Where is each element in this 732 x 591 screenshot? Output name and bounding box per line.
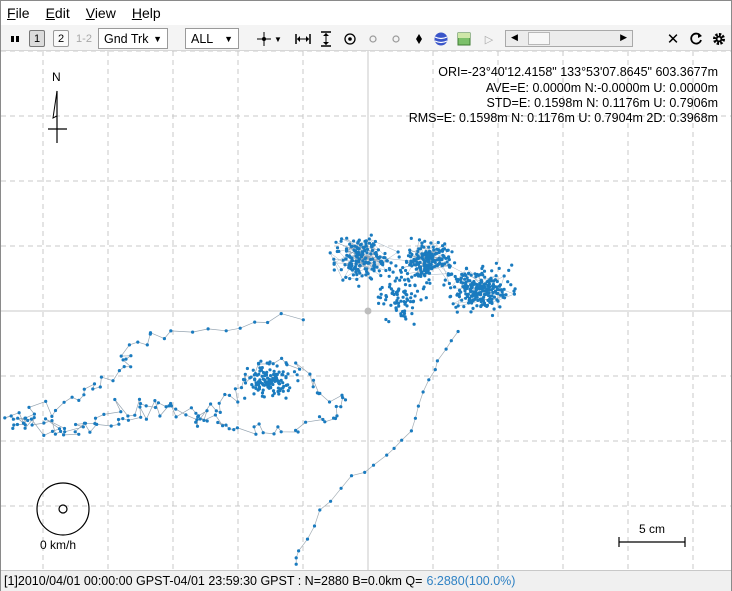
pause-icon[interactable]	[7, 31, 23, 47]
close-icon[interactable]: ✕	[666, 31, 680, 48]
fit-vertical-icon[interactable]	[318, 31, 334, 47]
origin-stats: ORI=-23°40'12.4158" 133°53'07.8645" 603.…	[438, 65, 718, 79]
quality-summary: 6:2880(100.0%)	[426, 574, 516, 588]
chevron-left-icon[interactable]: ◀	[511, 32, 518, 42]
fit-horizontal-icon[interactable]	[295, 31, 311, 47]
solution-1-2-button[interactable]: 1-2	[76, 32, 92, 45]
point-icon[interactable]	[411, 31, 427, 47]
scrollbar-thumb[interactable]	[528, 32, 550, 45]
gear-icon[interactable]	[711, 31, 727, 47]
center-origin-icon[interactable]	[256, 31, 272, 47]
average-stats: AVE=E: 0.0000m N:-0.0000m U: 0.0000m	[485, 81, 718, 95]
chevron-down-icon: ▼	[224, 33, 233, 44]
std-stats: STD=E: 0.1598m N: 0.1176m U: 0.7906m	[486, 96, 718, 110]
globe-icon[interactable]	[433, 31, 449, 47]
circle-gray-icon[interactable]	[388, 31, 404, 47]
time-scrollbar[interactable]: ◀ ▶	[505, 30, 633, 47]
map-image-icon[interactable]	[456, 31, 472, 47]
status-bar: [1]2010/04/01 00:00:00 GPST-04/01 23:59:…	[1, 570, 731, 591]
solution-1-button[interactable]: 1	[29, 30, 45, 47]
plot-canvas[interactable]	[1, 51, 731, 570]
menu-edit[interactable]: Edit	[45, 5, 70, 21]
quality-filter-select[interactable]: ALL ▼	[185, 28, 239, 49]
circle-gray-icon[interactable]	[365, 31, 381, 47]
chevron-right-icon[interactable]: ▶	[620, 32, 627, 42]
menu-help[interactable]: Help	[131, 5, 161, 21]
speed-indicator	[36, 482, 90, 536]
rms-stats: RMS=E: 0.1598m N: 0.1176m U: 0.7904m 2D:…	[408, 111, 718, 125]
compass-icon	[48, 90, 67, 143]
ground-track	[3, 233, 517, 566]
menu-bar: File Edit View Help	[1, 1, 731, 25]
chevron-down-icon[interactable]: ▼	[274, 34, 282, 44]
scale-bar	[618, 537, 686, 547]
speed-label: 0 km/h	[40, 538, 77, 552]
play-icon[interactable]: ▷	[484, 33, 494, 46]
status-summary: [1]2010/04/01 00:00:00 GPST-04/01 23:59:…	[4, 574, 423, 588]
ground-track-plot[interactable]: N ORI=-23°40'12.4158" 133°53'07.8645" 60…	[1, 51, 731, 570]
chevron-down-icon: ▼	[153, 33, 162, 44]
plot-type-select[interactable]: Gnd Trk ▼	[98, 28, 168, 49]
solution-2-button[interactable]: 2	[53, 30, 69, 47]
origin-marker	[364, 307, 372, 315]
toolbar: 1 2 1-2 Gnd Trk ▼ ALL ▼ ▼	[1, 25, 731, 51]
menu-file[interactable]: File	[7, 5, 30, 21]
compass-label: N	[52, 70, 61, 84]
reload-icon[interactable]	[688, 31, 704, 47]
scale-label: 5 cm	[639, 522, 666, 536]
menu-view[interactable]: View	[85, 5, 116, 21]
target-icon[interactable]	[342, 31, 358, 47]
